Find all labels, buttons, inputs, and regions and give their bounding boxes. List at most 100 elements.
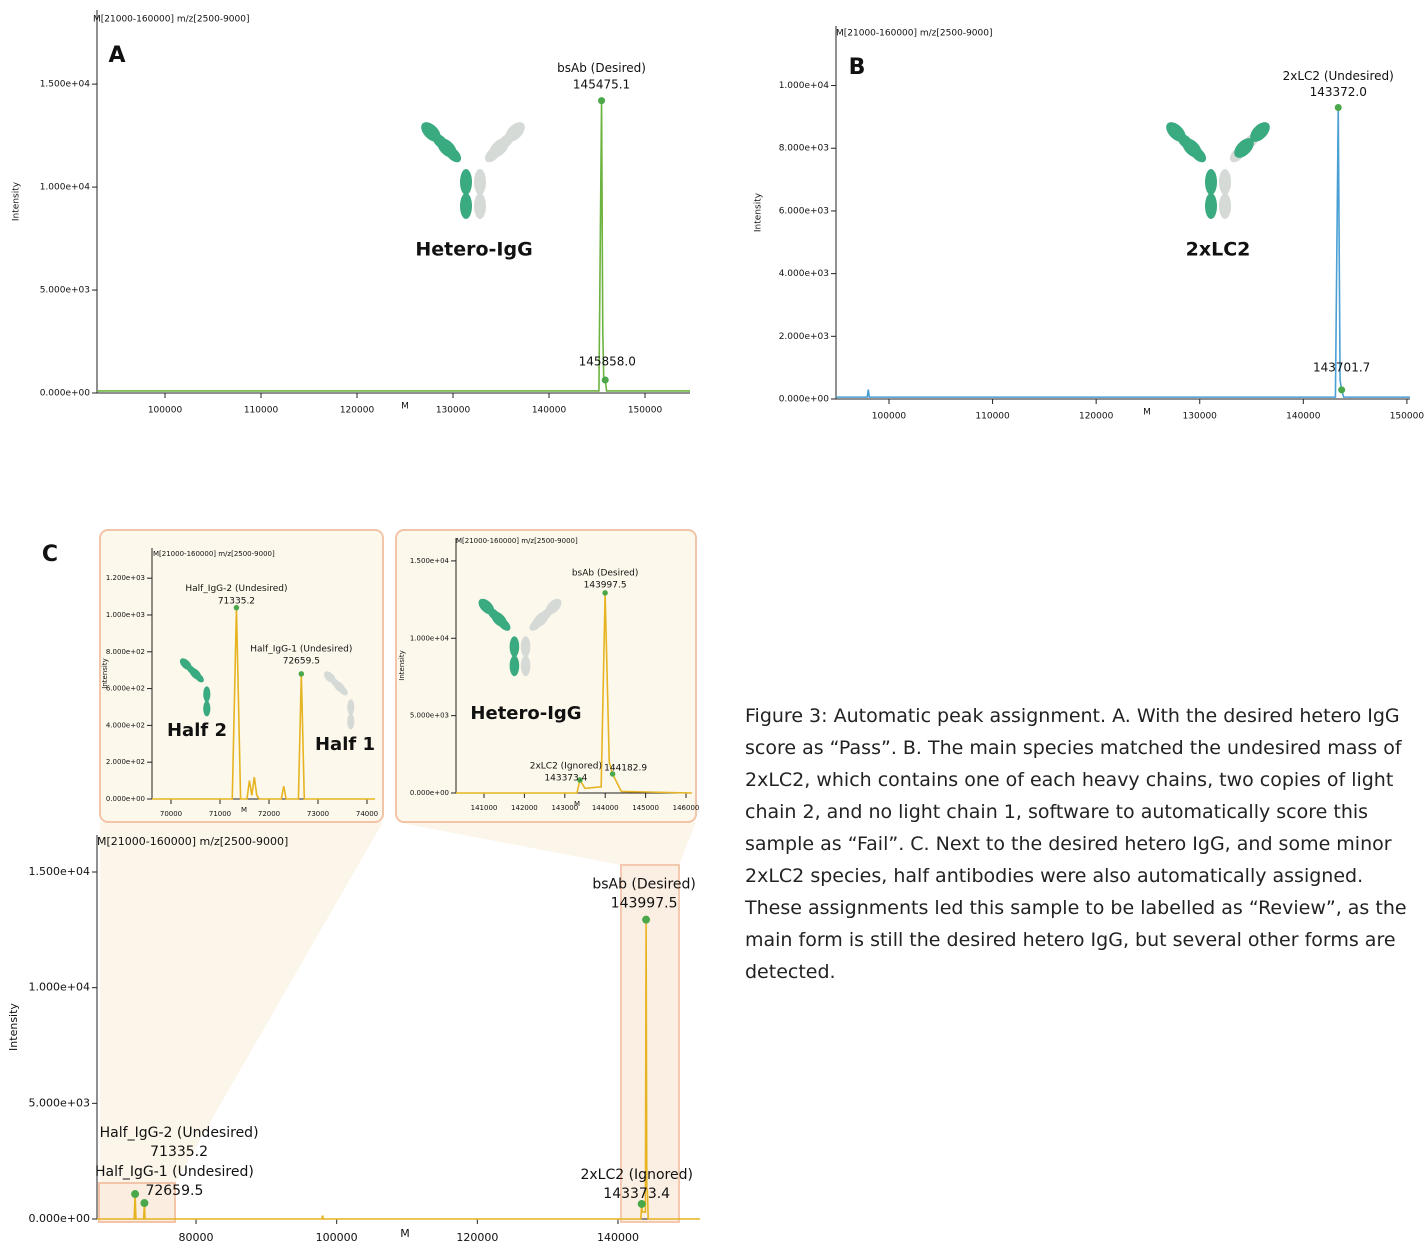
figure: 0.000e+00 5.000e+03 1.000e+04 1.500e+04 1000… [0,0,1428,1243]
x-tick-label: 110000 [975,412,1010,422]
antibody-icon [418,119,529,219]
y-axis-label: Intensity [101,658,109,688]
peak-name: Half_IgG-1 (Undesired) [95,1164,254,1180]
peak-mass: 143997.5 [611,896,678,912]
icon-label: Half 1 [315,734,375,755]
y-tick-label: 2.000e+02 [106,758,145,766]
peak-name: bsAb (Desired) [557,61,646,75]
peak-marker [1338,386,1345,393]
x-axis-label: M [574,800,580,808]
x-tick-label: 73000 [307,810,329,818]
x-tick-label: 150000 [628,406,663,416]
y-tick-label: 6.000e+02 [106,685,145,693]
y-tick-label: 1.000e+04 [410,634,450,642]
x-tick-label: 100000 [148,406,183,416]
peak-name: Half_IgG-1 (Undesired) [250,644,352,654]
page: {"chart_data":[ {"type":"line","panel":"… [0,0,1428,1243]
y-tick-label: 8.000e+03 [779,144,829,154]
x-tick-label: 141000 [471,804,498,812]
peak-mass: 145475.1 [573,77,630,91]
peak-mass: 71335.2 [150,1144,208,1160]
x-tick-label: 74000 [356,810,378,818]
chart-header: M[21000-160000] m/z[2500-9000] [836,29,993,39]
y-tick-label: 8.000e+02 [106,648,145,656]
y-tick-label: 0.000e+00 [40,389,91,399]
y-tick-label: 2.000e+03 [779,332,829,342]
x-tick-label: 71000 [209,810,231,818]
x-tick-label: 72000 [258,810,280,818]
y-axis-label: Intensity [398,650,406,680]
x-tick-label: 130000 [436,406,471,416]
peak-mass: 143997.5 [584,581,627,591]
chart-header: M[21000-160000] m/z[2500-9000] [93,15,250,25]
x-tick-label: 80000 [179,1231,214,1243]
x-axis-label: M [1143,408,1151,418]
y-tick-label: 0.000e+00 [779,395,830,405]
peak-mass: 143373.4 [544,774,587,784]
y-tick-label: 4.000e+03 [779,269,829,279]
peak-mass: 71335.2 [218,596,255,606]
peak-marker [598,97,605,104]
y-axis-label: Intensity [754,192,764,232]
spectrum-line [836,108,1410,398]
peak-name: 2xLC2 (Ignored) [530,762,602,772]
x-tick-label: 110000 [244,406,279,416]
icon-label: 2xLC2 [1186,239,1251,261]
y-axis-label: Intensity [7,1003,20,1051]
peak-marker [642,916,650,924]
zoom-shade [396,822,696,865]
peak-mass: 72659.5 [283,657,320,667]
panel-letter: B [849,55,866,80]
x-tick-label: 70000 [160,810,182,818]
y-tick-label: 0.000e+00 [106,795,145,803]
peak-marker [602,377,609,384]
peak-name: Half_IgG-2 (Undesired) [185,584,287,594]
peak-marker [299,671,305,677]
chart-header: M[21000-160000] m/z[2500-9000] [456,537,578,545]
antibody-icon [1163,119,1274,219]
x-tick-label: 142000 [511,804,538,812]
y-tick-label: 5.000e+03 [29,1096,90,1109]
chart-header: M[21000-160000] m/z[2500-9000] [97,835,288,848]
spectrum-line [97,101,690,391]
x-tick-label: 144000 [592,804,619,812]
peak-marker [1335,104,1342,111]
peak-mass: 143372.0 [1310,85,1367,99]
y-tick-label: 1.000e+04 [779,81,830,91]
figure-caption: Figure 3: Automatic peak assignment. A. … [745,700,1425,988]
peak-marker [131,1190,139,1198]
x-tick-label: 146000 [673,804,700,812]
peak-mass: 143373.4 [603,1186,670,1202]
peak-mass: 143701.7 [1313,360,1370,374]
x-tick-label: 120000 [340,406,375,416]
y-tick-label: 1.200e+03 [106,574,145,582]
x-axis-label: M [400,1227,410,1240]
peak-name: 2xLC2 (Ignored) [580,1167,692,1183]
peak-marker [602,590,608,596]
y-tick-label: 0.000e+00 [410,789,449,797]
panel-letter: A [108,43,125,68]
icon-label: Hetero-IgG [415,239,532,261]
x-axis-label: M [401,402,409,412]
x-tick-label: 120000 [1079,412,1114,422]
panel-letter: C [42,542,58,567]
peak-mass: 72659.5 [145,1183,203,1199]
x-tick-label: 150000 [1390,412,1425,422]
y-tick-label: 5.000e+03 [410,712,449,720]
peak-mass: 144182.9 [604,763,647,773]
icon-label: Hetero-IgG [470,703,581,724]
x-tick-label: 130000 [1183,412,1218,422]
y-tick-label: 1.500e+04 [29,865,90,878]
peak-name: bsAb (Desired) [572,568,639,578]
x-tick-label: 100000 [872,412,907,422]
y-tick-label: 6.000e+03 [779,206,829,216]
y-tick-label: 1.500e+04 [410,557,450,565]
y-tick-label: 1.500e+04 [40,80,91,90]
y-tick-label: 1.000e+03 [106,611,145,619]
y-tick-label: 4.000e+02 [106,721,145,729]
x-tick-label: 140000 [597,1231,639,1243]
x-tick-label: 140000 [532,406,567,416]
peak-name: bsAb (Desired) [592,877,696,893]
y-tick-label: 1.000e+04 [29,981,90,994]
y-tick-label: 5.000e+03 [40,286,90,296]
